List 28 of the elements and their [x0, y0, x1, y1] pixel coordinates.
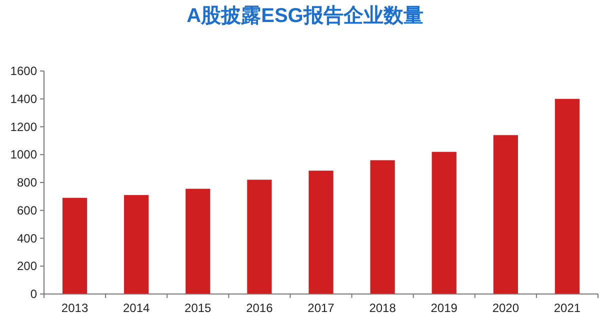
bar [124, 195, 149, 294]
y-tick-label: 800 [16, 176, 38, 190]
y-tick-label: 1200 [10, 120, 38, 134]
bar [308, 170, 334, 294]
x-tick-label: 2021 [554, 301, 581, 315]
x-tick-label: 2016 [246, 301, 274, 315]
x-tick-label: 2014 [122, 301, 150, 315]
x-tick-label: 2015 [184, 301, 212, 315]
bar [247, 180, 272, 294]
bar [62, 198, 88, 294]
chart-title: A股披露ESG报告企业数量 [186, 4, 424, 27]
y-tick-label: 1400 [10, 92, 38, 106]
bar [432, 152, 456, 294]
bar [493, 135, 518, 294]
bar [370, 160, 395, 294]
y-tick-label: 1000 [10, 148, 38, 162]
y-tick-label: 600 [16, 203, 38, 218]
y-tick-label: 0 [30, 287, 38, 301]
x-tick-label: 2013 [61, 301, 88, 315]
x-tick-label: 2019 [430, 301, 458, 315]
bar [554, 98, 580, 294]
x-tick-label: 2018 [369, 301, 396, 315]
y-tick-label: 1600 [10, 64, 38, 78]
y-tick-label: 200 [16, 259, 38, 274]
bar [186, 188, 210, 294]
x-tick-label: 2017 [308, 301, 335, 315]
x-tick-label: 2020 [492, 301, 520, 315]
y-tick-label: 400 [16, 231, 38, 246]
